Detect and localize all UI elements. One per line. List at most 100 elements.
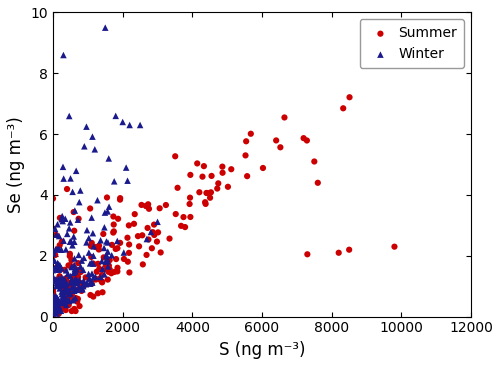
Summer xyxy=(171,153,179,159)
Summer xyxy=(49,290,57,295)
Winter xyxy=(58,265,66,271)
Winter xyxy=(104,249,112,254)
Summer xyxy=(242,153,250,158)
Summer xyxy=(214,180,222,186)
Winter xyxy=(102,239,110,244)
Winter xyxy=(63,231,71,237)
Winter xyxy=(136,122,144,128)
Summer xyxy=(49,287,57,293)
Winter xyxy=(62,281,70,287)
Y-axis label: Se (ng m⁻³): Se (ng m⁻³) xyxy=(7,116,25,213)
Winter xyxy=(57,281,65,287)
Summer xyxy=(345,247,353,253)
Winter xyxy=(72,286,80,292)
Summer xyxy=(82,274,90,280)
Winter xyxy=(71,208,79,213)
Legend: Summer, Winter: Summer, Winter xyxy=(360,19,464,68)
Summer xyxy=(120,256,128,262)
Winter xyxy=(60,300,68,306)
Summer xyxy=(70,276,78,282)
Winter xyxy=(105,204,113,210)
Summer xyxy=(53,264,61,270)
Summer xyxy=(339,105,347,111)
Summer xyxy=(49,289,57,295)
Winter xyxy=(54,295,62,301)
Summer xyxy=(56,273,64,279)
Winter xyxy=(56,279,64,285)
Summer xyxy=(66,262,74,268)
Summer xyxy=(116,197,124,202)
Summer xyxy=(114,268,122,274)
Summer xyxy=(54,308,62,314)
Summer xyxy=(102,266,110,272)
Winter xyxy=(90,243,98,249)
Summer xyxy=(65,294,73,299)
Winter xyxy=(58,298,66,303)
Winter xyxy=(65,298,73,304)
Summer xyxy=(125,242,133,247)
Winter xyxy=(49,305,57,311)
Summer xyxy=(74,267,82,273)
Winter xyxy=(52,293,60,299)
Winter xyxy=(73,278,81,284)
Summer xyxy=(64,302,72,308)
Winter xyxy=(88,215,96,221)
Summer xyxy=(276,144,284,150)
Summer xyxy=(50,298,58,304)
Winter xyxy=(54,283,62,289)
Winter xyxy=(60,295,68,301)
Winter xyxy=(60,282,68,288)
Winter xyxy=(55,304,63,310)
Winter xyxy=(53,306,61,312)
Winter xyxy=(56,285,64,291)
Summer xyxy=(166,236,173,242)
Summer xyxy=(86,206,94,212)
Summer xyxy=(126,269,134,275)
Summer xyxy=(224,184,232,190)
Winter xyxy=(85,235,93,241)
Summer xyxy=(61,284,69,290)
Winter xyxy=(60,52,68,58)
Summer xyxy=(70,274,78,280)
Winter xyxy=(49,302,57,307)
Summer xyxy=(280,115,288,120)
Summer xyxy=(49,299,57,305)
Summer xyxy=(150,232,158,238)
Winter xyxy=(70,239,78,245)
Summer xyxy=(204,190,212,196)
Winter xyxy=(65,225,73,231)
Winter xyxy=(52,232,60,238)
Winter xyxy=(122,165,130,171)
Summer xyxy=(49,300,57,306)
X-axis label: S (ng m⁻³): S (ng m⁻³) xyxy=(219,341,306,359)
Summer xyxy=(138,232,146,238)
Summer xyxy=(98,290,106,295)
Winter xyxy=(55,267,63,273)
Summer xyxy=(87,243,95,249)
Winter xyxy=(72,269,80,274)
Winter xyxy=(70,284,78,290)
Summer xyxy=(300,135,308,141)
Winter xyxy=(59,293,67,299)
Winter xyxy=(82,239,90,245)
Summer xyxy=(100,254,108,260)
Summer xyxy=(218,164,226,169)
Winter xyxy=(58,218,66,224)
Summer xyxy=(206,195,214,201)
Summer xyxy=(72,295,80,301)
Winter xyxy=(52,299,60,305)
Summer xyxy=(243,173,251,179)
Winter xyxy=(88,134,96,139)
Winter xyxy=(62,247,70,253)
Summer xyxy=(58,286,66,292)
Summer xyxy=(125,250,133,256)
Winter xyxy=(78,286,86,292)
Summer xyxy=(110,228,118,234)
Winter xyxy=(62,268,70,273)
Summer xyxy=(94,261,102,267)
Winter xyxy=(52,266,60,272)
Winter xyxy=(89,230,97,236)
Winter xyxy=(65,113,73,119)
Winter xyxy=(66,291,74,297)
Summer xyxy=(49,313,57,318)
